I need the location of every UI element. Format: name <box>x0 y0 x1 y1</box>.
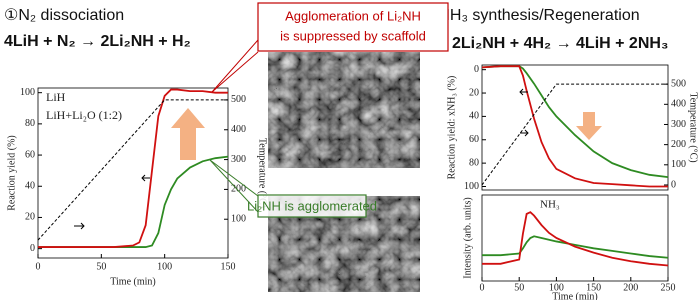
y-tick-label: 80 <box>25 118 35 129</box>
x-tick-label: 150 <box>586 282 601 293</box>
chart: 0 20 40 60 80 100 0 100 200 300 400 500 Reaction yie… <box>446 64 698 192</box>
series-line <box>38 88 228 248</box>
x-tick-label: 100 <box>157 261 172 272</box>
y2-axis-label: Temperature (°C) <box>257 138 268 208</box>
y-tick-label: 100 <box>20 87 35 98</box>
x-tick-label: 150 <box>221 261 236 272</box>
plot-frame <box>481 194 669 282</box>
y-tick-label: 0 <box>30 243 35 254</box>
plot-frame <box>481 64 669 191</box>
chart: 0 50 100 150 0 20 40 60 80 100 100 200 300 400 500 Time… <box>6 87 267 287</box>
series-line <box>482 211 669 267</box>
legend-label: LiH+Li₂O (1:2) <box>46 108 122 122</box>
callout-box <box>257 2 449 52</box>
axis-pointer <box>519 88 528 96</box>
connector <box>211 39 259 93</box>
y-tick-label: 20 <box>25 212 35 223</box>
x-axis-label: Time (min) <box>552 291 597 300</box>
y2-tick-label: 300 <box>231 154 246 165</box>
axis-pointer <box>141 174 150 182</box>
y-tick-label: 100 <box>464 181 479 192</box>
callout-text: is suppressed by scaffold <box>280 28 426 43</box>
series-line <box>481 65 668 188</box>
equation: 2Li₂NH + 4H₂ → 4LiH + 2NH₃ <box>452 35 668 52</box>
y-tick-label: 20 <box>469 87 479 98</box>
y2-tick-label: 400 <box>231 124 246 135</box>
y2-tick-label: 400 <box>671 99 686 110</box>
callout-box <box>257 194 367 218</box>
series-line <box>481 83 668 186</box>
series-line <box>481 65 669 179</box>
sem-image <box>268 52 420 168</box>
y2-axis-label: Temperature (°C) <box>688 92 699 162</box>
legend-label: LiH <box>46 90 66 104</box>
arrow <box>576 112 602 140</box>
y2-tick-label: 0 <box>671 179 676 190</box>
x-tick-label: 0 <box>36 261 41 272</box>
y-tick-label: 40 <box>25 181 35 192</box>
x-axis-label: Time (min) <box>110 276 155 287</box>
x-tick-label: 50 <box>514 282 524 293</box>
y2-tick-label: 100 <box>671 159 686 170</box>
y-axis-label: Intensity (arb. units) <box>462 197 473 278</box>
chart: 0 50 100 150 200 250 Time (min) Intensity (arb.… <box>462 194 676 300</box>
x-tick-label: 250 <box>661 282 676 293</box>
panel-heading: ②NH₃ synthesis/Regeneration <box>424 7 640 24</box>
x-tick-label: 0 <box>480 282 485 293</box>
callout-text: Li₂NH is agglomerated <box>247 198 377 213</box>
y-axis-label: Reaction yield: xNH₃ (%) <box>446 76 457 180</box>
y2-tick-label: 200 <box>231 184 246 195</box>
connector <box>211 51 259 93</box>
x-tick-label: 50 <box>96 261 106 272</box>
y2-tick-label: 100 <box>231 214 246 225</box>
series-line <box>37 99 228 241</box>
y-tick-label: 0 <box>474 64 479 75</box>
x-tick-label: 100 <box>549 282 564 293</box>
y2-tick-label: 500 <box>231 94 246 105</box>
y-tick-label: 60 <box>469 134 479 145</box>
x-tick-label: 200 <box>623 282 638 293</box>
annotation: NH₃ <box>540 199 560 211</box>
axis-pointer <box>520 129 529 137</box>
equation: 4LiH + N₂ → 2Li₂NH + H₂ <box>4 33 191 50</box>
panel-heading: ①N₂ dissociation <box>4 7 124 24</box>
y-tick-label: 60 <box>25 149 35 160</box>
y2-tick-label: 500 <box>671 78 686 89</box>
connector <box>209 159 259 197</box>
series-line <box>38 155 229 248</box>
arrow <box>171 108 205 160</box>
y-tick-label: 80 <box>469 157 479 168</box>
callout-text: Agglomeration of Li₂NH <box>285 8 421 23</box>
y2-tick-label: 200 <box>671 139 686 150</box>
axis-pointer <box>74 222 85 230</box>
y-axis-label: Reaction yield (%) <box>6 135 17 211</box>
y-tick-label: 40 <box>469 111 479 122</box>
connector <box>209 159 259 213</box>
y2-tick-label: 300 <box>671 119 686 130</box>
